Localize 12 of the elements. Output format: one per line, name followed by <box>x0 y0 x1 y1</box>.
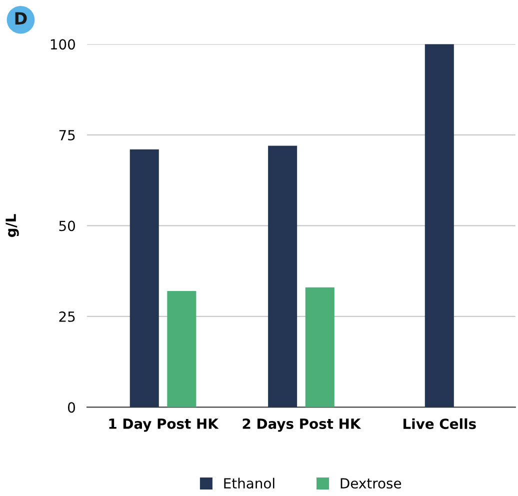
y-axis-title: g/L <box>6 214 19 237</box>
x-tick-label: 2 Days Post HK <box>242 418 362 432</box>
y-tick-label: 50 <box>59 220 75 232</box>
y-tick-label: 75 <box>59 130 75 140</box>
legend-label: Ethanol <box>224 478 274 489</box>
y-tick-label: 0 <box>68 402 75 413</box>
legend-label: Dextrose <box>340 478 402 489</box>
text: D <box>15 12 27 24</box>
y-tick-label: 25 <box>59 311 75 322</box>
x-tick-label: 1 Day Post HK <box>109 418 219 432</box>
y-tick-label: 100 <box>50 39 75 50</box>
x-tick-label: Live Cells <box>404 418 476 430</box>
